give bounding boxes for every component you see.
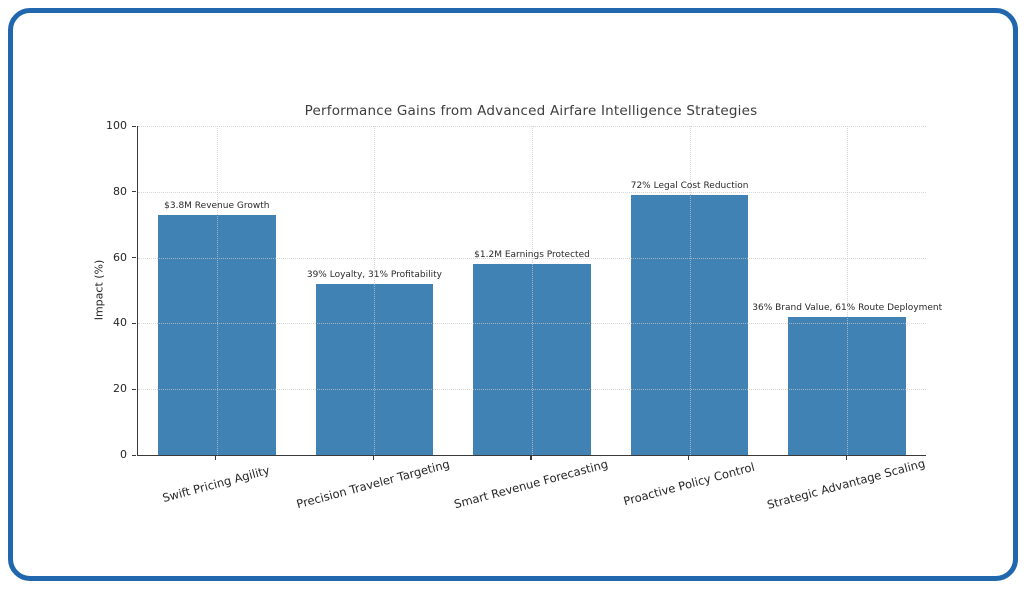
y-tick-label-100: 100 bbox=[106, 119, 127, 132]
y-tick-label-80: 80 bbox=[113, 184, 127, 198]
x-tick-mark-4 bbox=[688, 456, 690, 460]
y-axis-label: Impact (%) bbox=[92, 259, 106, 321]
bar-4 bbox=[630, 195, 749, 455]
y-tick-label-40: 40 bbox=[113, 316, 127, 330]
x-tick-mark-3 bbox=[530, 456, 532, 460]
y-tick-mark-80 bbox=[132, 191, 136, 193]
bar-value-label-3: $1.2M Earnings Protected bbox=[474, 250, 590, 261]
y-tick-label-60: 60 bbox=[113, 250, 127, 264]
y-tick-mark-20 bbox=[132, 388, 136, 390]
bar-value-label-5: 36% Brand Value, 61% Route Deployment bbox=[752, 302, 943, 313]
y-tick-mark-60 bbox=[132, 257, 136, 259]
x-tick-mark-1 bbox=[215, 456, 217, 460]
bar-1 bbox=[158, 214, 276, 455]
bar-value-label-1: $3.8M Revenue Growth bbox=[164, 200, 270, 211]
x-tick-mark-2 bbox=[372, 456, 374, 460]
x-tick-mark-5 bbox=[845, 456, 847, 460]
chart-title: Performance Gains from Advanced Airfare … bbox=[304, 103, 758, 119]
bar-value-label-2: 39% Loyalty, 31% Profitability bbox=[306, 269, 442, 280]
plot-area: $3.8M Revenue Growth 39% Loyalty, 31% Pro… bbox=[137, 126, 942, 456]
bar-2 bbox=[315, 283, 434, 455]
bar-3 bbox=[473, 264, 591, 455]
y-tick-mark-40 bbox=[132, 322, 136, 325]
y-tick-label-20: 20 bbox=[113, 382, 127, 396]
bar-5 bbox=[788, 316, 906, 455]
y-gridline-100 bbox=[138, 126, 926, 127]
y-tick-mark-0 bbox=[132, 454, 136, 456]
y-tick-mark-100 bbox=[132, 125, 136, 127]
y-gridline-80 bbox=[138, 191, 926, 193]
y-tick-label-0: 0 bbox=[120, 448, 127, 461]
bar-value-label-4: 72% Legal Cost Reduction bbox=[630, 181, 749, 192]
